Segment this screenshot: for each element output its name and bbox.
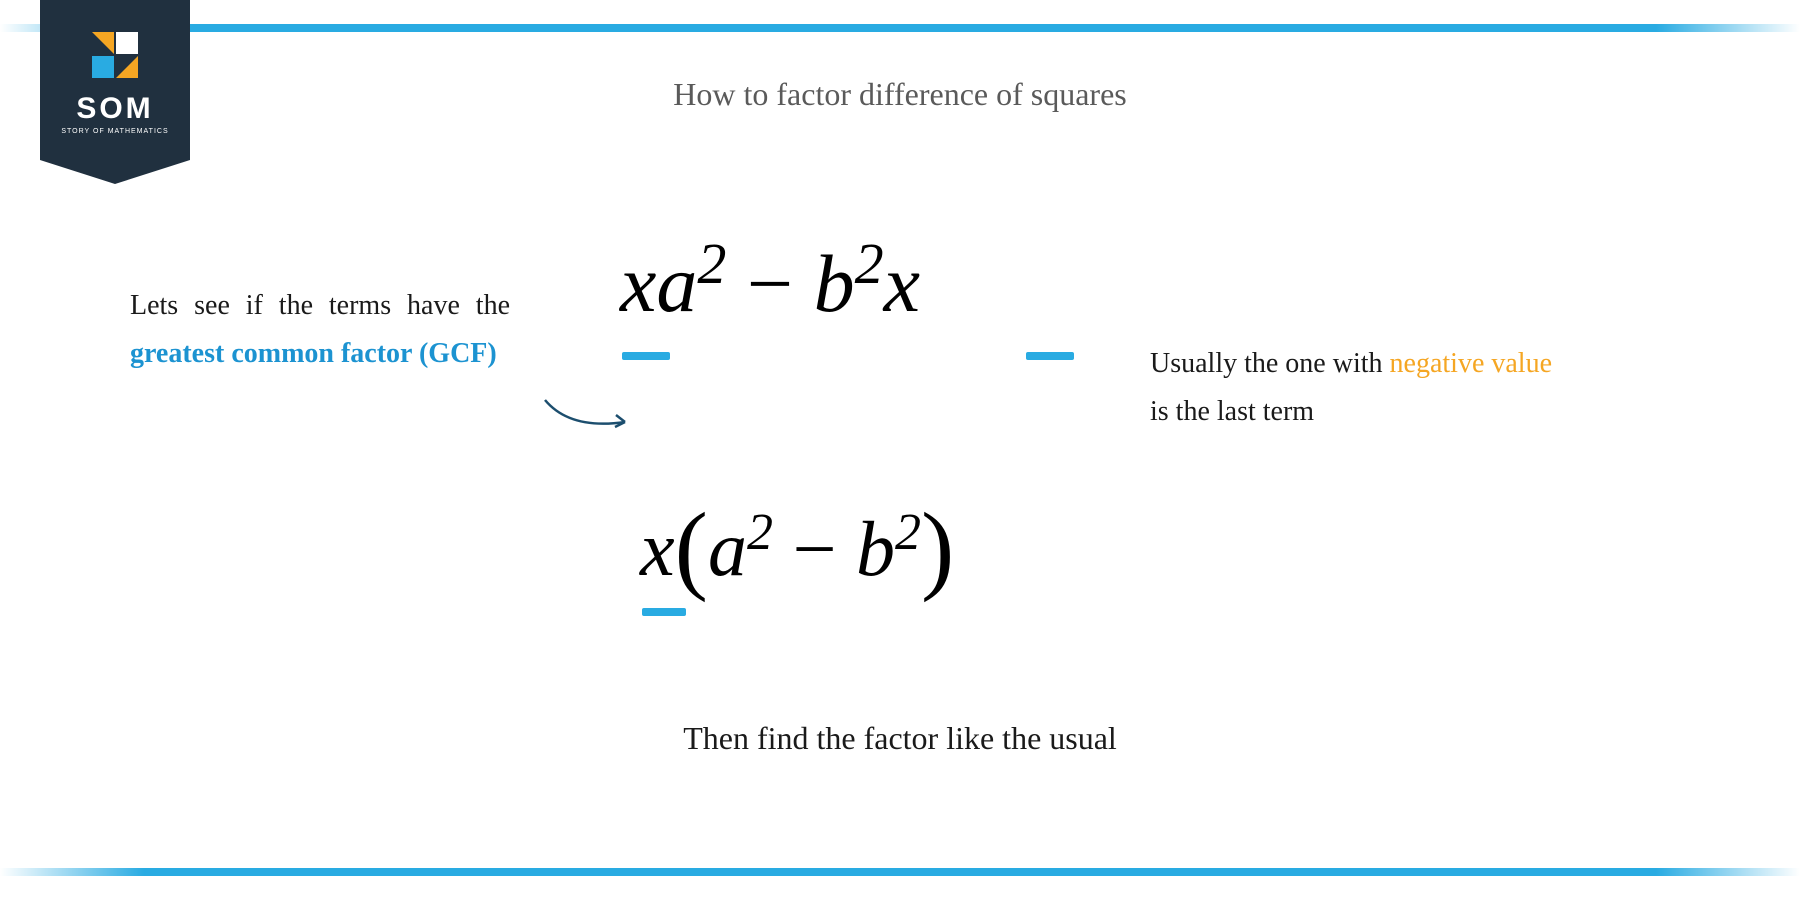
f1-p1: xa: [620, 238, 697, 329]
f2-p2: a: [708, 505, 747, 592]
logo-icon: [88, 28, 142, 82]
right-annotation: Usually the one with negative value is t…: [1150, 340, 1570, 435]
underline-x-left: [622, 352, 670, 360]
right-prefix: Usually the one with: [1150, 348, 1390, 379]
f1-p2: b: [814, 238, 855, 329]
top-accent-bar: [0, 24, 1800, 32]
f2-sup1: 2: [747, 504, 773, 561]
page-title: How to factor difference of squares: [0, 76, 1800, 113]
f2-minus: −: [773, 505, 856, 592]
left-annotation: Lets see if the terms have the greatest …: [130, 282, 510, 377]
right-suffix: is the last term: [1150, 396, 1314, 427]
f2-lparen: (: [675, 492, 708, 603]
footer-text: Then find the factor like the usual: [0, 720, 1800, 757]
underline-x-factored: [642, 608, 686, 616]
logo-badge: SOM STORY OF MATHEMATICS: [40, 0, 190, 160]
formula-bottom: x(a2 − b2): [640, 490, 1100, 605]
f1-minus: −: [726, 238, 813, 329]
underline-x-right: [1026, 352, 1074, 360]
gcf-highlight: greatest common factor (GCF): [130, 338, 497, 369]
f2-rparen: ): [921, 492, 954, 603]
left-text-line: Lets see if the terms have the: [130, 290, 510, 321]
f2-sup2: 2: [895, 504, 921, 561]
f1-sup1: 2: [697, 231, 726, 296]
f2-p3: b: [856, 505, 895, 592]
negative-highlight: negative value: [1390, 348, 1552, 379]
f1-sup2: 2: [855, 231, 884, 296]
f2-p1: x: [640, 505, 675, 592]
logo-text: SOM: [40, 92, 190, 126]
logo-subtext: STORY OF MATHEMATICS: [40, 128, 190, 135]
f1-p3: x: [884, 238, 920, 329]
formula-top: xa2 − b2x: [620, 230, 1100, 331]
bottom-accent-bar: [0, 868, 1800, 876]
flow-arrow-icon: [540, 392, 640, 442]
